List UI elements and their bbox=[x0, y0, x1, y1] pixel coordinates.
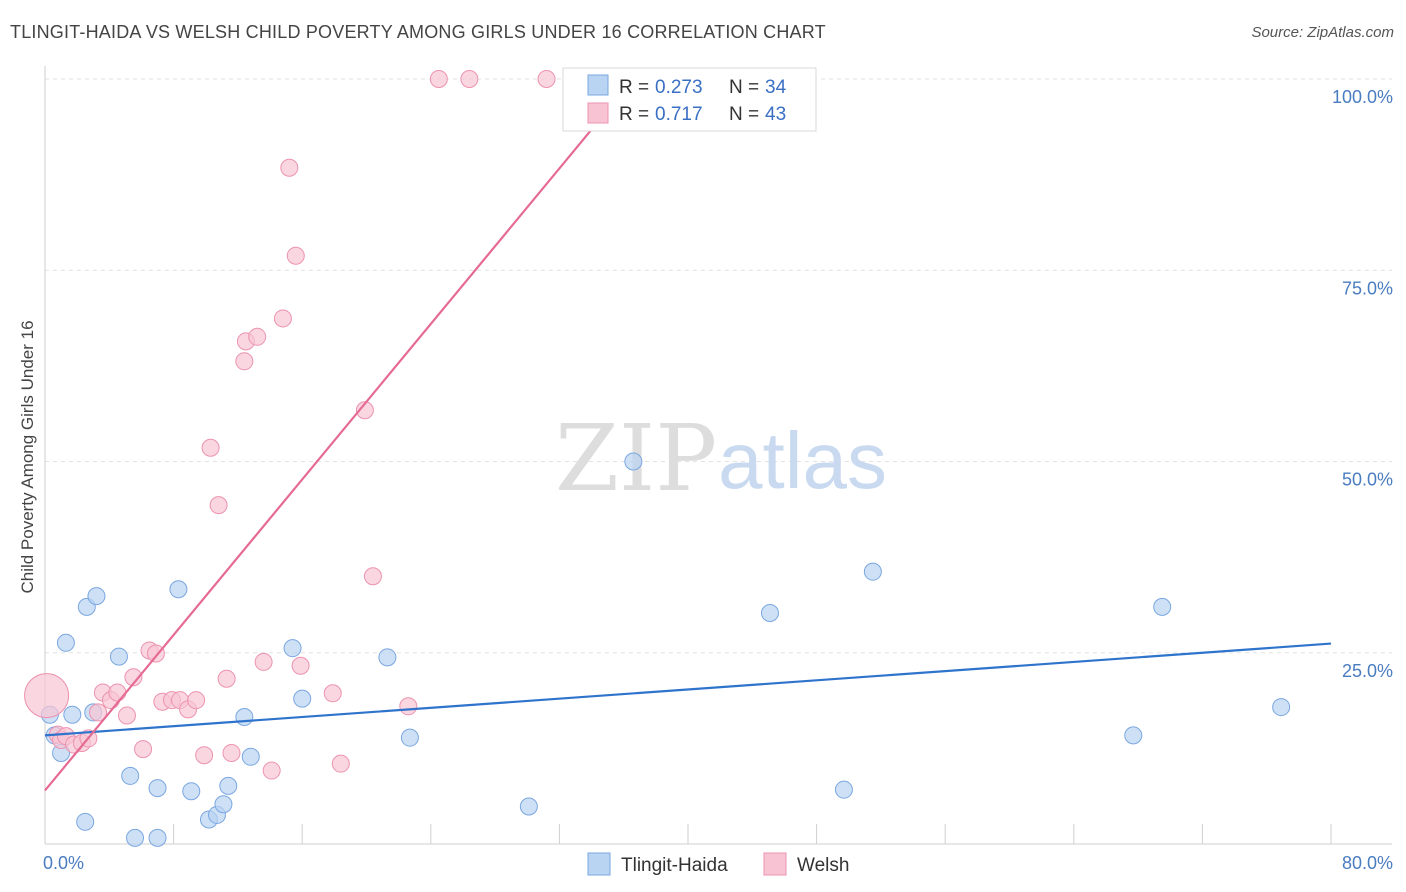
point-welsh-20 bbox=[187, 691, 206, 710]
chart-title: TLINGIT-HAIDA VS WELSH CHILD POVERTY AMO… bbox=[10, 22, 826, 42]
point-welsh-38 bbox=[363, 567, 382, 586]
legend-n-value-2: 43 bbox=[765, 104, 786, 125]
point-welsh-10 bbox=[108, 683, 127, 702]
point-welsh-32 bbox=[280, 158, 299, 177]
point-welsh-36 bbox=[331, 754, 350, 773]
point-tlingit-18 bbox=[214, 795, 233, 814]
point-tlingit-24 bbox=[378, 648, 397, 667]
point-welsh-25 bbox=[222, 743, 241, 762]
point-tlingit-20 bbox=[235, 708, 254, 727]
point-welsh-26 bbox=[235, 352, 254, 371]
trend-line-welsh bbox=[44, 78, 635, 792]
legend-r-label-2: R = bbox=[619, 104, 649, 125]
bottom-legend-label-tlingit: Tlingit-Haida bbox=[621, 855, 728, 876]
point-tlingit-10 bbox=[121, 766, 140, 785]
point-welsh-0 bbox=[24, 673, 70, 719]
point-welsh-40 bbox=[429, 70, 448, 88]
series-legend: Tlingit-Haida Welsh bbox=[587, 852, 849, 876]
stats-legend: R = 0.273 N = 34 R = 0.717 N = 43 bbox=[562, 67, 817, 132]
point-tlingit-12 bbox=[148, 828, 167, 847]
point-tlingit-11 bbox=[126, 828, 145, 847]
x-tick-label-0: 0.0% bbox=[43, 853, 84, 873]
point-welsh-21 bbox=[195, 746, 214, 765]
point-welsh-12 bbox=[124, 668, 143, 687]
trend-lines bbox=[44, 78, 1332, 792]
point-tlingit-31 bbox=[1124, 726, 1143, 745]
point-tlingit-8 bbox=[87, 587, 106, 606]
bottom-legend-label-welsh: Welsh bbox=[797, 855, 849, 876]
point-tlingit-3 bbox=[56, 633, 75, 652]
point-tlingit-15 bbox=[182, 782, 201, 801]
point-welsh-30 bbox=[262, 761, 281, 780]
point-welsh-39 bbox=[399, 697, 418, 716]
point-tlingit-19 bbox=[219, 776, 238, 795]
point-tlingit-21 bbox=[241, 747, 260, 766]
y-tick-label-1: 50.0% bbox=[1342, 470, 1393, 490]
legend-r-value-1: 0.273 bbox=[655, 77, 703, 98]
x-tick-labels: 0.0% 80.0% bbox=[43, 853, 1393, 873]
point-tlingit-13 bbox=[148, 779, 167, 798]
trend-line-tlingit bbox=[44, 642, 1332, 737]
point-welsh-29 bbox=[254, 652, 273, 671]
legend-r-label-1: R = bbox=[619, 77, 649, 98]
point-tlingit-5 bbox=[76, 812, 95, 831]
point-tlingit-26 bbox=[519, 797, 538, 816]
point-welsh-13 bbox=[134, 740, 153, 759]
point-tlingit-9 bbox=[109, 647, 128, 666]
y-tick-labels: 25.0% 50.0% 75.0% 100.0% bbox=[1332, 87, 1393, 681]
point-welsh-37 bbox=[355, 401, 374, 420]
legend-n-value-1: 34 bbox=[765, 77, 787, 98]
point-welsh-11 bbox=[117, 706, 136, 725]
point-tlingit-4 bbox=[63, 705, 82, 724]
point-welsh-33 bbox=[286, 246, 305, 265]
point-welsh-24 bbox=[217, 669, 236, 688]
chart-source: Source: ZipAtlas.com bbox=[1251, 24, 1394, 41]
data-points bbox=[24, 70, 1291, 847]
x-tick-label-1: 80.0% bbox=[1342, 853, 1393, 873]
legend-n-label-1: N = bbox=[729, 77, 759, 98]
point-welsh-7 bbox=[89, 703, 108, 722]
point-tlingit-25 bbox=[400, 728, 419, 747]
bottom-legend-swatch-tlingit bbox=[587, 852, 611, 876]
y-tick-label-0: 25.0% bbox=[1342, 661, 1393, 681]
point-tlingit-30 bbox=[863, 562, 882, 581]
point-welsh-23 bbox=[209, 496, 228, 515]
point-tlingit-29 bbox=[834, 780, 853, 799]
point-tlingit-28 bbox=[760, 603, 779, 622]
y-tick-label-3: 100.0% bbox=[1332, 87, 1393, 107]
watermark: ZIP atlas bbox=[555, 405, 887, 512]
point-tlingit-27 bbox=[624, 452, 643, 471]
y-tick-label-2: 75.0% bbox=[1342, 278, 1393, 298]
point-welsh-28 bbox=[248, 327, 267, 346]
point-tlingit-33 bbox=[1272, 698, 1291, 717]
point-welsh-31 bbox=[273, 309, 292, 328]
gridlines bbox=[45, 78, 1392, 654]
point-tlingit-22 bbox=[283, 639, 302, 658]
point-tlingit-32 bbox=[1153, 597, 1172, 616]
legend-r-value-2: 0.717 bbox=[655, 104, 703, 125]
legend-swatch-tlingit bbox=[587, 74, 609, 96]
point-welsh-34 bbox=[291, 656, 310, 675]
point-welsh-41 bbox=[460, 70, 479, 88]
point-welsh-35 bbox=[323, 684, 342, 703]
point-tlingit-14 bbox=[169, 580, 188, 599]
legend-swatch-welsh bbox=[587, 102, 609, 124]
bottom-legend-swatch-welsh bbox=[763, 852, 787, 876]
point-tlingit-23 bbox=[293, 689, 312, 708]
point-welsh-42 bbox=[537, 70, 556, 88]
watermark-atlas: atlas bbox=[718, 416, 887, 505]
legend-n-label-2: N = bbox=[729, 104, 759, 125]
y-axis-label: Child Poverty Among Girls Under 16 bbox=[18, 320, 37, 593]
point-welsh-15 bbox=[146, 644, 165, 663]
point-welsh-22 bbox=[201, 438, 220, 457]
axes bbox=[44, 66, 1392, 845]
